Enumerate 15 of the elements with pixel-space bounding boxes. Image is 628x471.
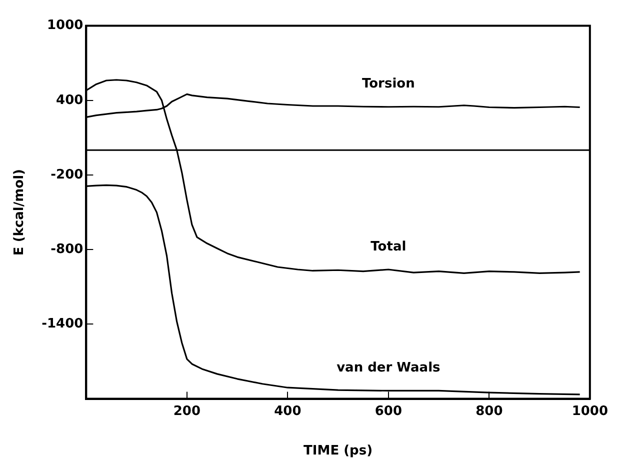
x-axis-title: TIME (ps) [304,444,373,459]
x-tick-label: 400 [274,404,302,419]
y-axis-title: E (kcal/mol) [12,169,28,256]
y-tick-label: -200 [50,167,84,182]
x-tick-label: 800 [476,404,503,419]
series-label: Torsion [362,76,415,92]
series-label: van der Waals [336,360,441,376]
y-tick-label: 1000 [46,18,84,34]
x-tick-label: 600 [374,404,402,419]
y-tick-label: -1400 [42,316,84,332]
x-tick-label: 200 [173,404,200,419]
y-tick-label: 400 [56,92,84,108]
x-tick-label: 1000 [572,404,608,419]
y-tick-label: -800 [50,242,84,257]
series-label: Total [370,239,406,254]
